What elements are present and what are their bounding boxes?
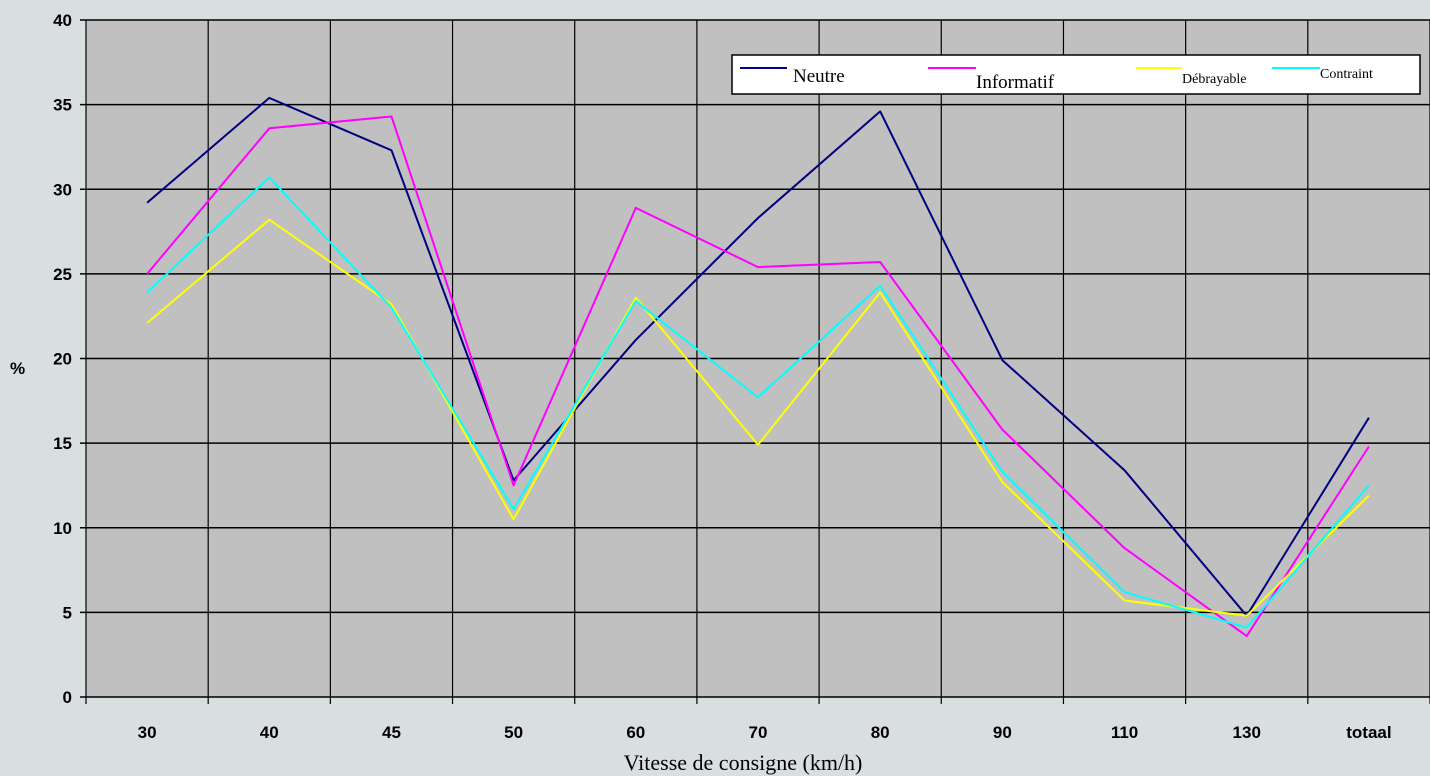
x-tick-label: 90 [993,723,1012,742]
series-line-débrayable [146,218,1370,617]
legend-label-contraint: Contraint [1320,67,1373,82]
series-lines [146,96,1370,638]
x-axis-label: Vitesse de consigne (km/h) [624,750,863,775]
legend: Neutre Informatif Débrayable Contraint [731,54,1421,95]
y-tick-label: 0 [63,688,72,707]
y-tick-label: 10 [53,519,72,538]
x-tick-label: totaal [1346,723,1391,742]
x-tick-label: 70 [749,723,768,742]
x-tick-label: 50 [504,723,523,742]
x-tick-label: 110 [1111,723,1138,742]
x-tick-label: 130 [1233,723,1261,742]
legend-box [731,54,1421,95]
gridlines [80,19,1430,704]
y-tick-label: 20 [53,350,72,369]
x-tick-label: 60 [626,723,645,742]
y-tick-label: 40 [53,11,72,30]
legend-label-neutre: Neutre [793,66,845,87]
series-line-informatif [146,115,1370,638]
y-tick-label: 15 [53,434,72,453]
y-tick-label: 30 [53,180,72,199]
x-tick-label: 30 [138,723,157,742]
y-axis-label: % [10,359,25,378]
x-tick-label: 45 [382,723,401,742]
x-tick-label: 40 [260,723,279,742]
legend-label-débrayable: Débrayable [1182,72,1247,87]
series-line-contraint [146,176,1370,629]
y-tick-label: 5 [63,603,72,622]
y-tick-label: 35 [53,96,72,115]
y-tick-label: 25 [53,265,72,284]
x-tick-label: 80 [871,723,890,742]
legend-label-informatif: Informatif [976,72,1055,93]
x-axis-ticks: 30 40 45 50 60 70 80 90 110 130 totaal [138,723,1392,742]
series-line-neutre [146,96,1370,617]
y-axis-ticks: 0 5 10 15 20 25 30 35 40 [53,11,72,707]
